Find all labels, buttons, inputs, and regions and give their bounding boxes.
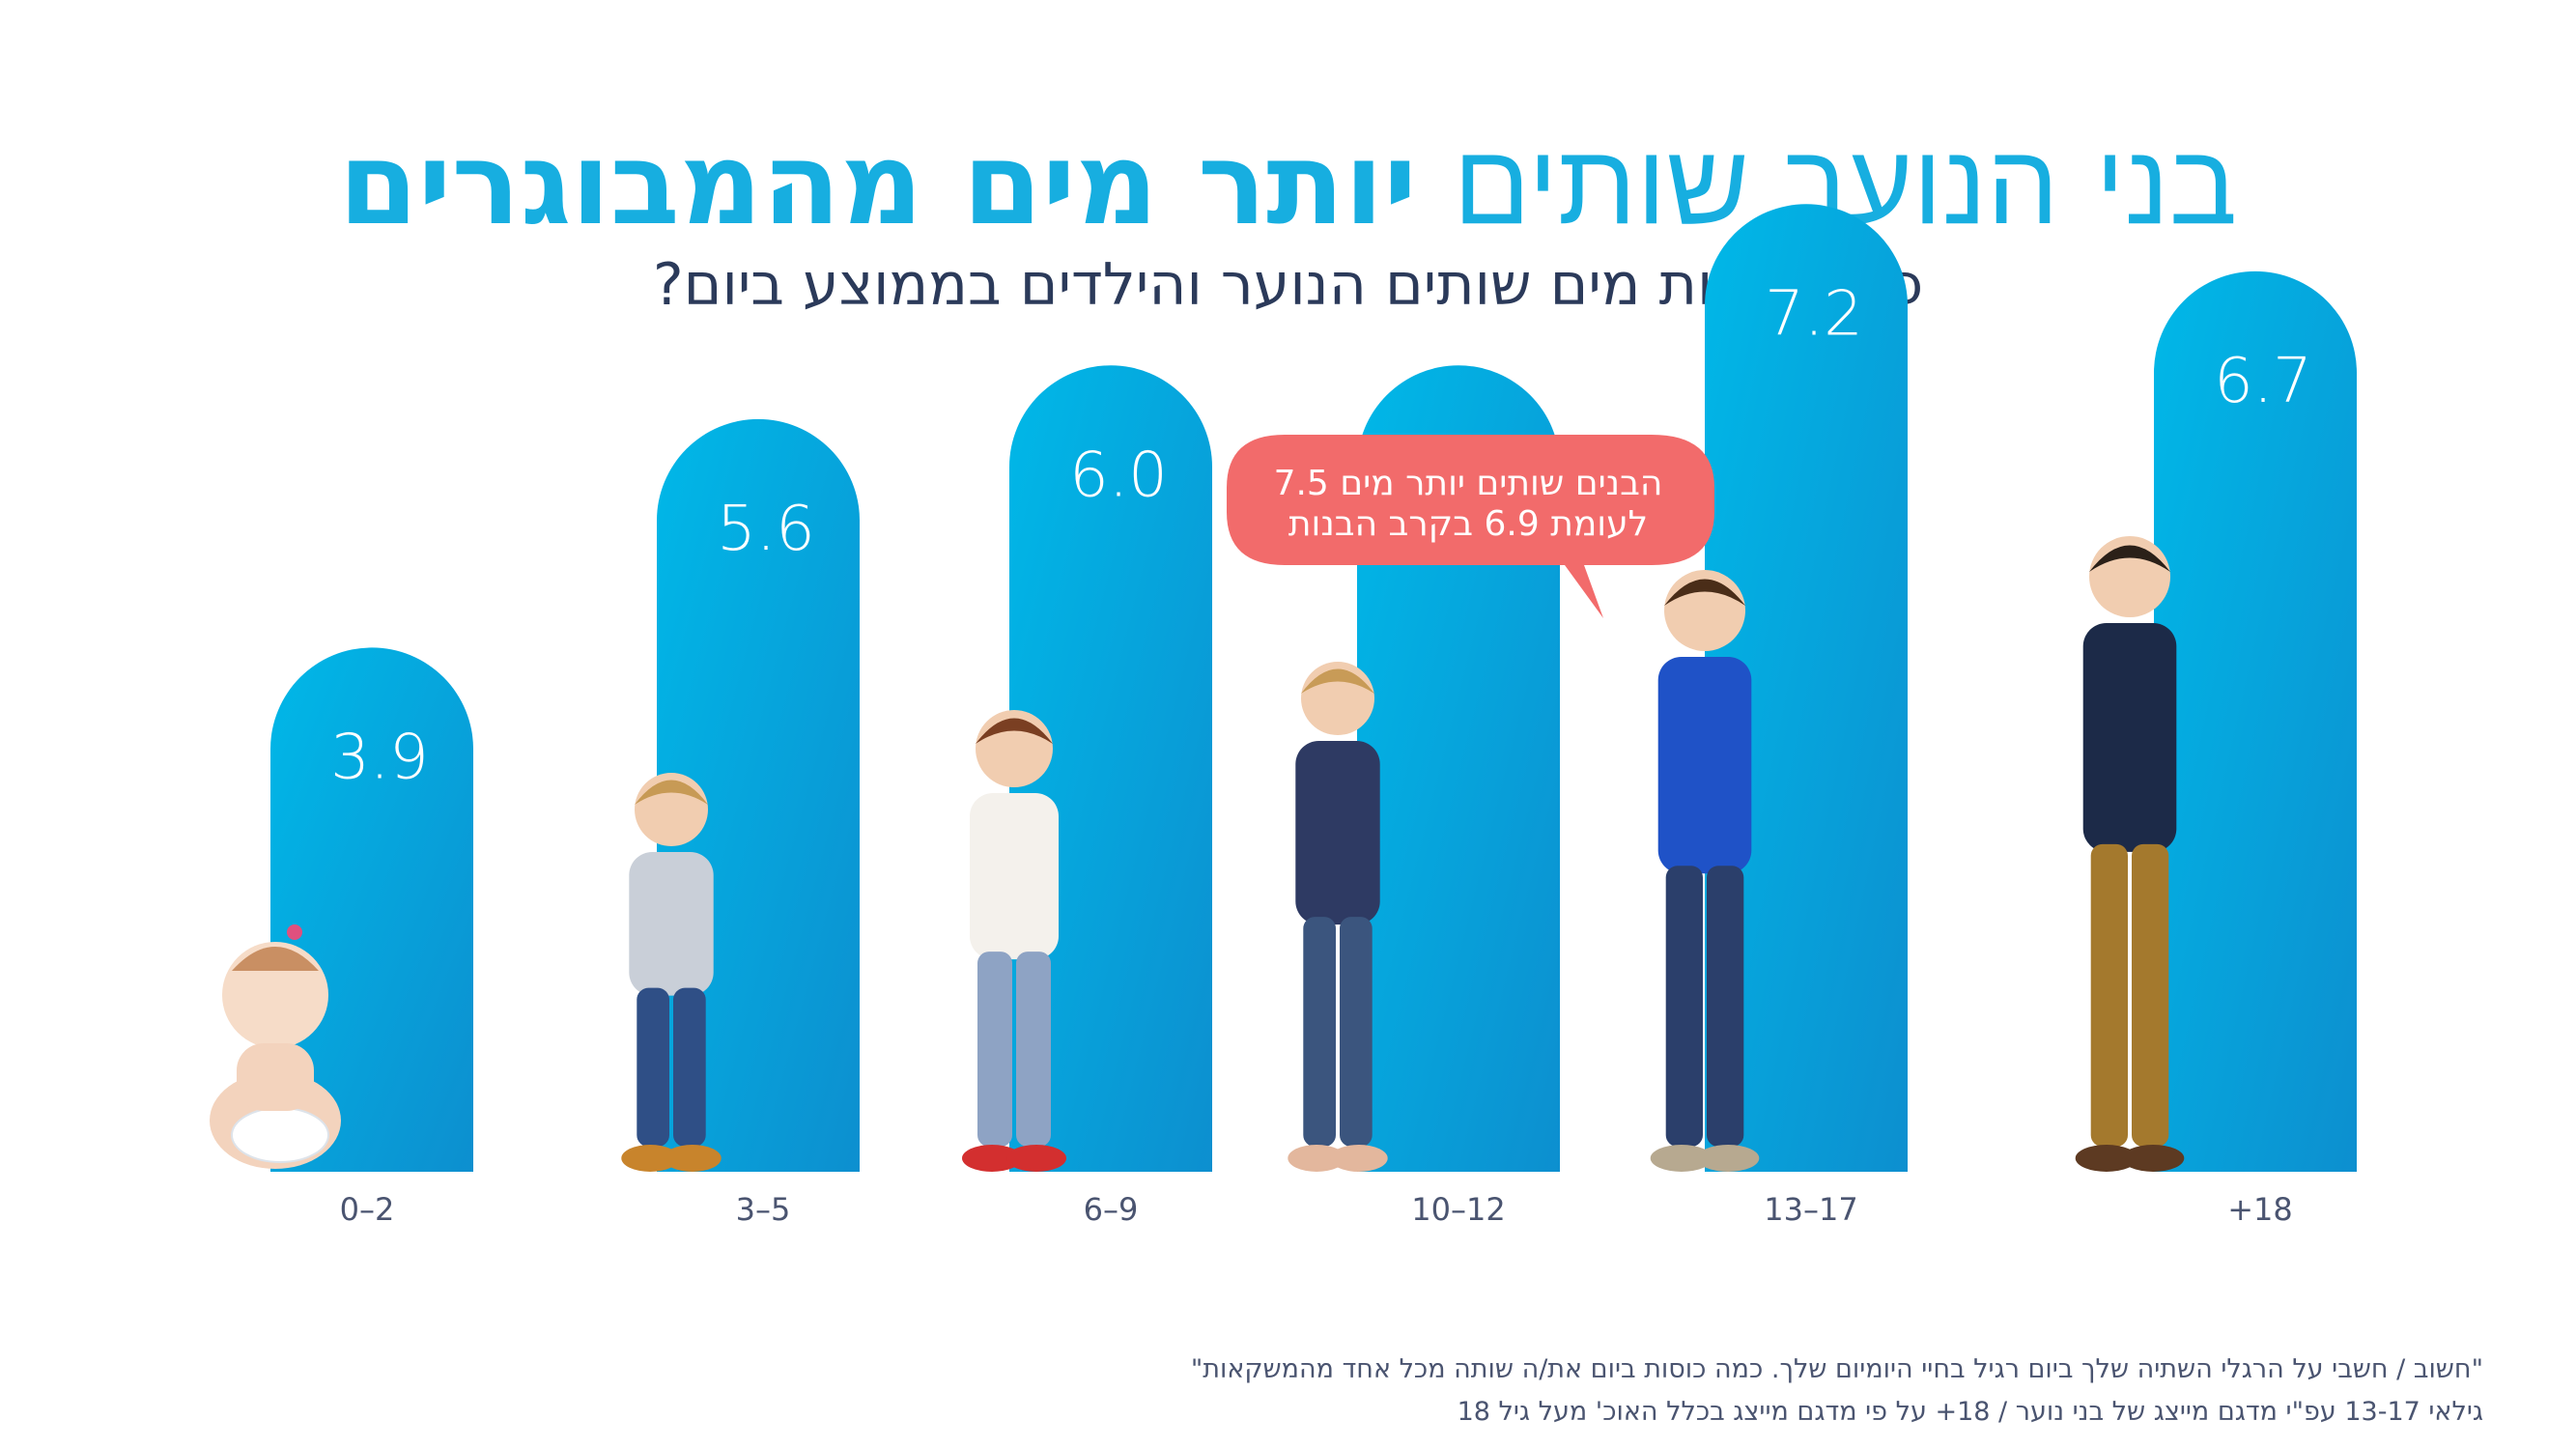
category-label: 0–2 [340,1191,395,1228]
bar-13-17 [1705,204,1908,1172]
adult-man-icon [2075,536,2185,1172]
toddler-boy-icon [621,773,722,1172]
bar-+18 [2154,270,2357,1172]
girl-with-hat-icon [1288,662,1388,1172]
footnote-question: "חשוב / חשבי על הרגלי השתיה שלך ביום רגי… [1190,1354,2483,1384]
bar-value-label: 7.2 [1765,278,1863,350]
callout-line-2: לעומת 6.9 בקרב הבנות [1288,504,1649,544]
category-label: 3–5 [736,1191,791,1228]
bar-6-9 [1009,365,1212,1173]
girl-with-backpack-icon [962,710,1066,1172]
teen-boy-icon [1650,570,1760,1172]
category-label: 6–9 [1084,1191,1139,1228]
bar-value-label: 6.0 [1069,440,1168,511]
callout-bubble [1227,435,1714,618]
category-label: 13–17 [1764,1191,1857,1228]
bar-value-label: 5.6 [717,494,815,565]
title-bold-part: יותר מים מהמבוגרים [338,117,1417,250]
footnote-source: גילאי 13-17 עפ"י מדגם מייצג של בני נוער … [1457,1397,2483,1427]
chart-title: בני הנוער שותים יותר מים מהמבוגרים [0,116,2576,251]
baby-icon [210,924,341,1169]
bar-10-12 [1357,365,1560,1173]
category-label: 10–12 [1411,1191,1505,1228]
callout-line-1: הבנים שותים יותר מים 7.5 [1273,464,1663,503]
bar-0-2 [270,647,473,1172]
bar-value-label: 6.7 [2214,346,2312,417]
bar-value-label: 3.9 [330,722,429,793]
category-label: +18 [2227,1191,2293,1228]
